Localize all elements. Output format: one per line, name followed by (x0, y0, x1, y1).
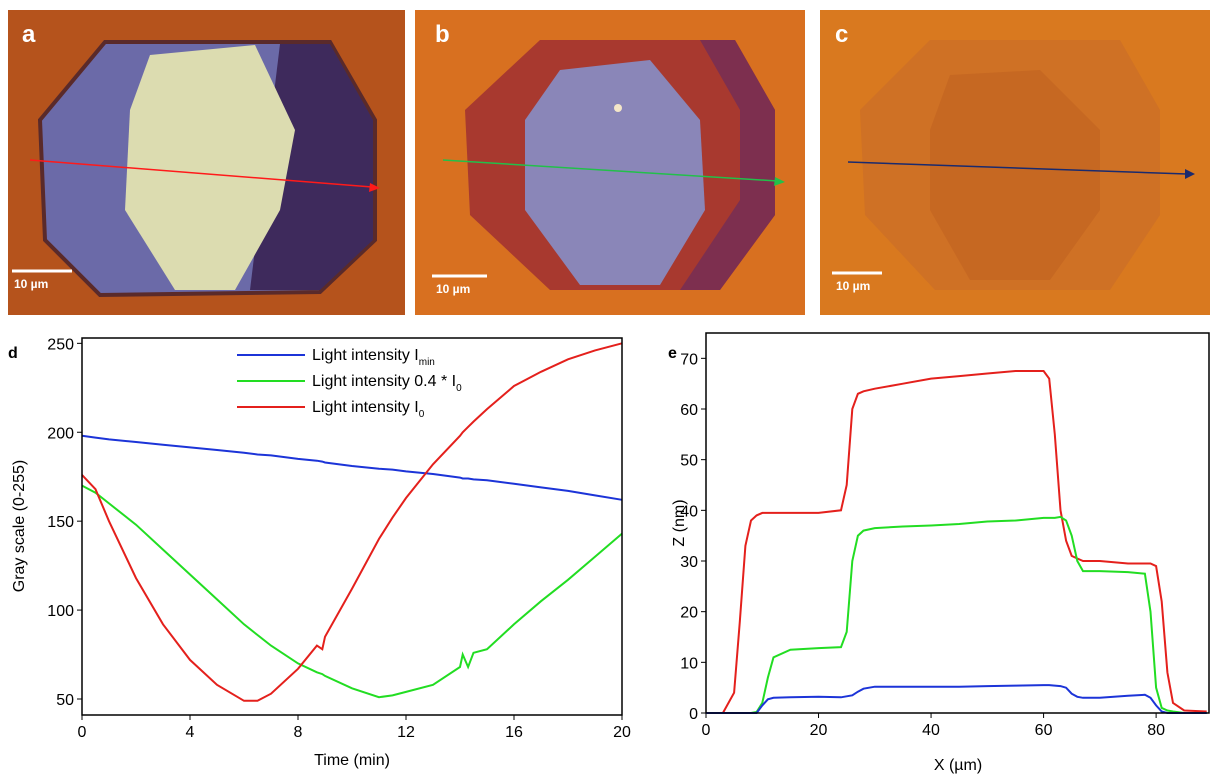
y-tick-label: 150 (47, 514, 74, 531)
legend-text: Light intensity 0.4 * I (312, 373, 456, 390)
y-axis-label: Gray scale (0-255) (11, 460, 28, 593)
panel-label: d (8, 345, 18, 362)
data-line (81, 434, 623, 501)
panel-label: b (435, 21, 450, 48)
x-tick-label: 12 (397, 724, 415, 741)
y-tick-label: 100 (47, 603, 74, 620)
y-tick-label: 250 (47, 336, 74, 353)
y-tick-label: 20 (680, 605, 698, 622)
y-tick-label: 200 (47, 425, 74, 442)
legend-label: Light intensity 0.4 * I0 (312, 373, 462, 394)
scale-bar-label: 10 µm (836, 279, 870, 293)
y-axis-label: Z (nm) (671, 499, 688, 546)
data-line (706, 515, 1207, 714)
x-tick-label: 20 (810, 722, 828, 739)
y-tick-label: 40 (680, 503, 698, 520)
legend-subscript: 0 (419, 409, 425, 420)
plot-frame (705, 332, 1210, 714)
legend-subscript: 0 (456, 383, 462, 394)
legend-label: Light intensity Imin (312, 347, 435, 368)
y-tick-label: 50 (56, 692, 74, 709)
y-tick-label: 50 (680, 453, 698, 470)
y-tick-label: 30 (680, 554, 698, 571)
x-tick-label: 40 (922, 722, 940, 739)
plot-frame (81, 337, 623, 716)
micrograph-b (415, 10, 805, 315)
x-tick-label: 60 (1035, 722, 1053, 739)
micrograph-c (820, 10, 1210, 315)
data-line (706, 370, 1207, 714)
legend-subscript: min (419, 357, 435, 368)
y-tick-label: 70 (680, 351, 698, 368)
y-tick-label: 0 (689, 706, 698, 723)
x-tick-label: 80 (1147, 722, 1165, 739)
micrograph-a (8, 10, 405, 315)
x-tick-label: 4 (186, 724, 195, 741)
panel-label: a (22, 21, 36, 48)
legend-label: Light intensity I0 (312, 399, 425, 420)
x-tick-label: 0 (78, 724, 87, 741)
x-tick-label: 0 (702, 722, 711, 739)
panel-label: e (668, 345, 677, 362)
x-tick-label: 8 (294, 724, 303, 741)
scale-bar-label: 10 µm (436, 282, 470, 296)
legend-text: Light intensity I (312, 347, 419, 364)
y-tick-label: 10 (680, 655, 698, 672)
x-tick-label: 16 (505, 724, 523, 741)
data-line (706, 684, 1207, 714)
x-axis-label: X (µm) (934, 757, 982, 774)
scale-bar-label: 10 µm (14, 277, 48, 291)
legend-text: Light intensity I (312, 399, 419, 416)
data-line (81, 342, 623, 702)
y-tick-label: 60 (680, 402, 698, 419)
data-line (81, 484, 623, 699)
panel-label: c (835, 21, 848, 48)
x-tick-label: 20 (613, 724, 631, 741)
x-axis-label: Time (min) (314, 752, 390, 769)
